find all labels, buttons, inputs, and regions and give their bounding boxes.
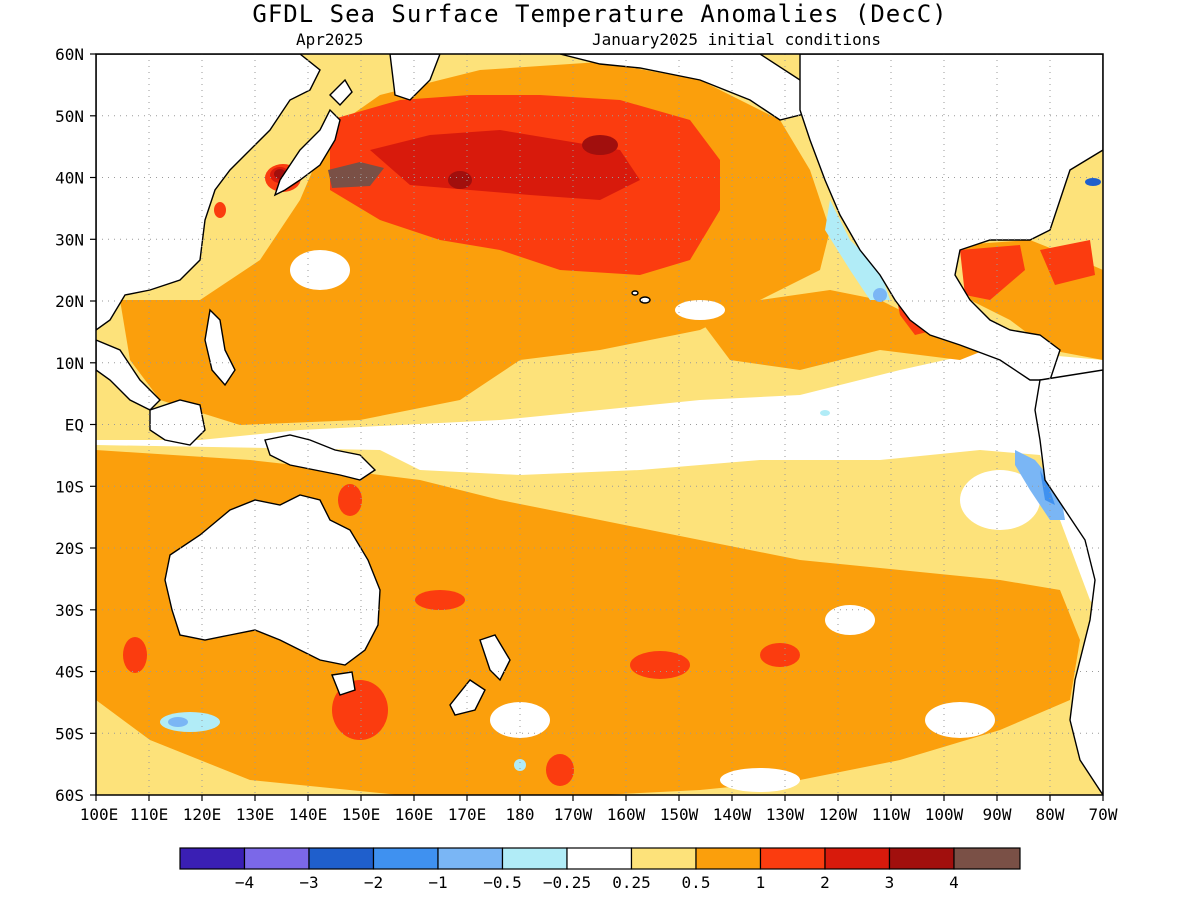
lat-label: 40S	[55, 663, 84, 682]
lat-label: 50S	[55, 724, 84, 743]
lon-label: 90W	[983, 805, 1012, 824]
lon-label: 170W	[554, 805, 593, 824]
lon-label: 70W	[1089, 805, 1118, 824]
colorbar-label: 4	[949, 873, 959, 892]
land-masses	[96, 54, 1103, 795]
colorbar-box	[243, 847, 310, 870]
lon-label: 160W	[607, 805, 646, 824]
colorbar-box	[566, 847, 633, 870]
lon-label: 140E	[289, 805, 328, 824]
lon-labels: 100E 110E 120E 130E 140E 150E 160E 170E …	[80, 805, 1118, 824]
lon-label: 120E	[183, 805, 222, 824]
lat-label: EQ	[65, 416, 84, 435]
anomaly-negative-regions	[160, 178, 1101, 771]
lon-label: 140W	[713, 805, 752, 824]
lon-label: 130E	[236, 805, 275, 824]
colorbar-label: 1	[756, 873, 766, 892]
colorbar-boxes	[179, 847, 1021, 870]
lat-label: 60N	[55, 45, 84, 64]
colorbar-box	[179, 847, 246, 870]
colorbar-box	[888, 847, 955, 870]
lon-label: 180	[506, 805, 535, 824]
colorbar-box	[824, 847, 891, 870]
colorbar-box	[953, 847, 1021, 870]
lon-ticks	[95, 795, 1104, 801]
lat-label: 50N	[55, 107, 84, 126]
colorbar-box	[437, 847, 504, 870]
colorbar: −4 −3 −2 −1 −0.5 −0.25 0.25 0.5 1 2 3 4	[179, 847, 1021, 892]
colorbar-box	[372, 847, 439, 870]
colorbar-labels: −4 −3 −2 −1 −0.5 −0.25 0.25 0.5 1 2 3 4	[235, 873, 959, 892]
lon-label: 110W	[872, 805, 911, 824]
lon-label: 100E	[80, 805, 119, 824]
colorbar-box	[630, 847, 697, 870]
colorbar-label: −3	[299, 873, 318, 892]
colorbar-label: −0.5	[483, 873, 522, 892]
lat-label: 10S	[55, 477, 84, 496]
lat-label: 30N	[55, 230, 84, 249]
anomaly-above-4-region	[328, 162, 384, 188]
initial-conditions-label: January2025 initial conditions	[592, 30, 881, 49]
colorbar-box	[308, 847, 375, 870]
lon-label: 130W	[766, 805, 805, 824]
lon-label: 80W	[1036, 805, 1065, 824]
lat-labels: 60N 50N 40N 30N 20N 10N EQ 10S 20S 30S 4…	[55, 45, 84, 805]
lat-ticks	[90, 53, 96, 796]
colorbar-label: 2	[820, 873, 830, 892]
lon-label: 170E	[448, 805, 487, 824]
lon-label: 120W	[819, 805, 858, 824]
colorbar-label: 0.5	[682, 873, 711, 892]
colorbar-label: −4	[235, 873, 254, 892]
colorbar-label: 0.25	[612, 873, 651, 892]
lat-label: 40N	[55, 169, 84, 188]
lat-label: 60S	[55, 786, 84, 805]
map-title: GFDL Sea Surface Temperature Anomalies (…	[252, 0, 948, 28]
colorbar-label: −1	[428, 873, 447, 892]
lat-label: 10N	[55, 354, 84, 373]
colorbar-box	[759, 847, 826, 870]
lat-label: 20N	[55, 292, 84, 311]
lat-label: 20S	[55, 539, 84, 558]
lon-label: 150W	[660, 805, 699, 824]
lon-label: 150E	[342, 805, 381, 824]
lon-label: 100W	[925, 805, 964, 824]
lon-label: 160E	[395, 805, 434, 824]
forecast-month: Apr2025	[296, 30, 364, 49]
colorbar-label: −2	[364, 873, 383, 892]
lon-label: 110E	[130, 805, 169, 824]
lat-label: 30S	[55, 601, 84, 620]
colorbar-box	[501, 847, 568, 870]
colorbar-box	[695, 847, 762, 870]
colorbar-label: 3	[885, 873, 895, 892]
anomaly-field	[96, 54, 1103, 795]
colorbar-label: −0.25	[543, 873, 591, 892]
